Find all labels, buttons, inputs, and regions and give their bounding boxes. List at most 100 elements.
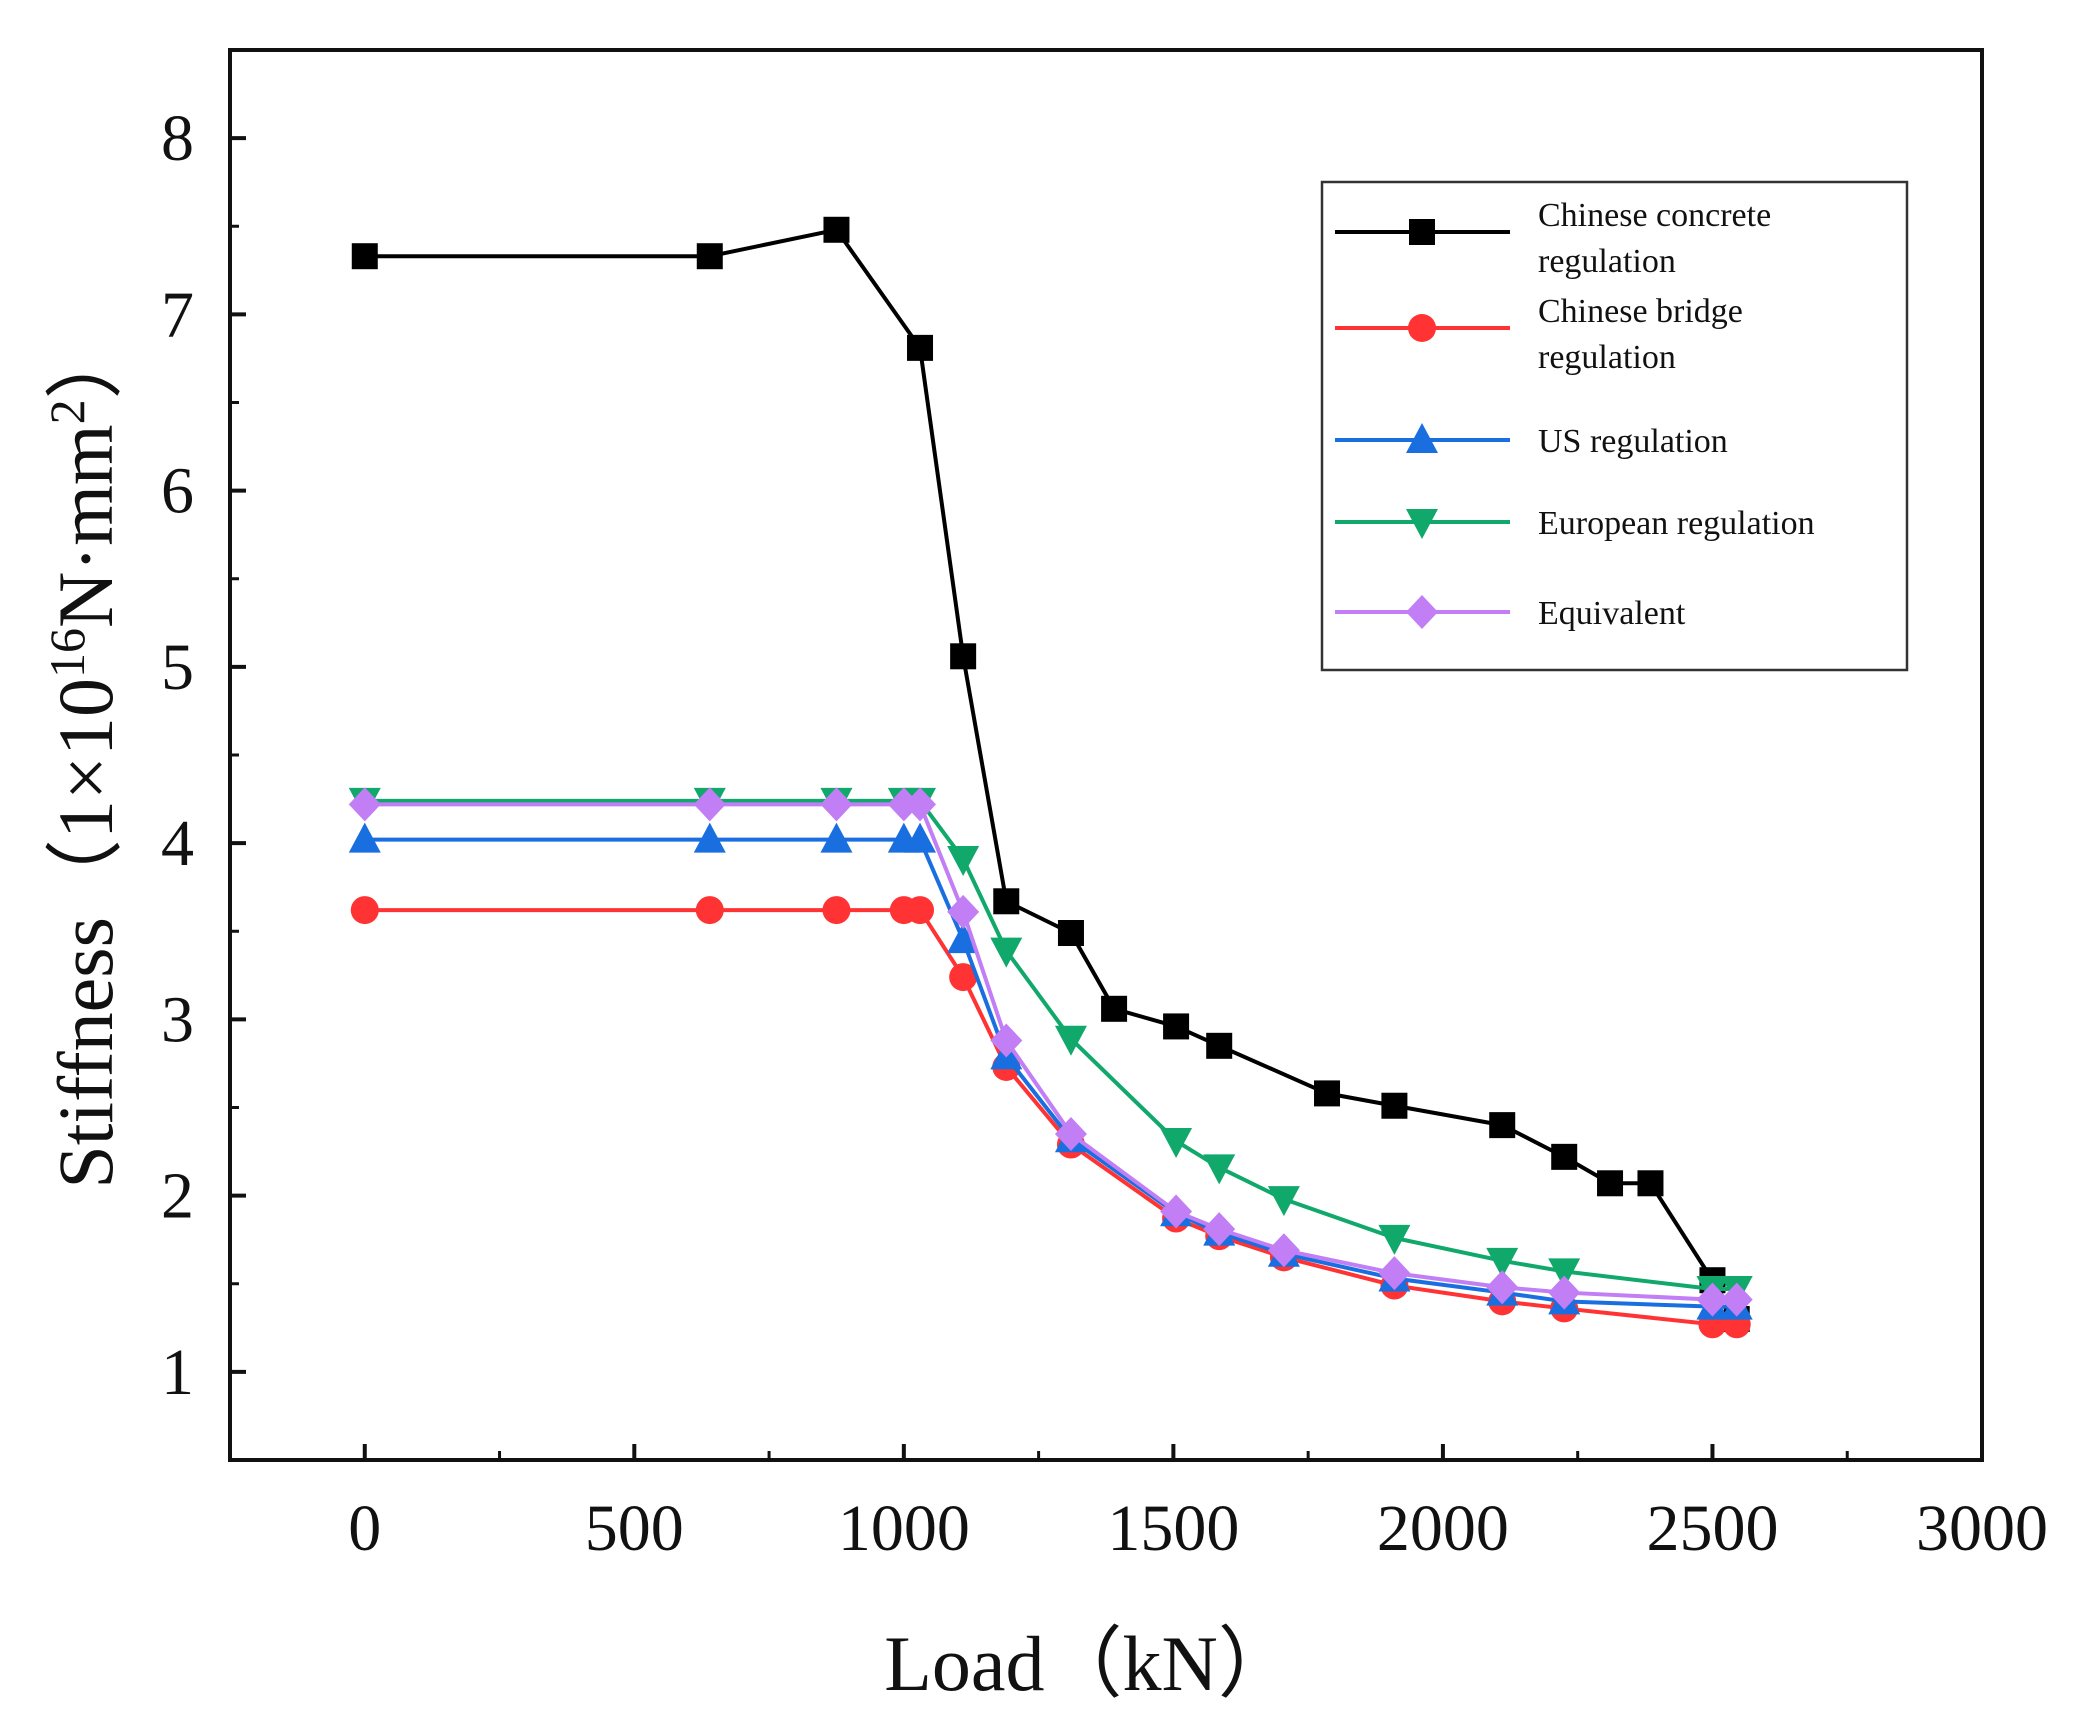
x-tick-label: 500 <box>585 1492 684 1565</box>
data-point-square <box>823 216 850 243</box>
legend-label: European regulation <box>1538 505 1815 542</box>
y-tick-label: 1 <box>161 1336 194 1409</box>
y-tick-label: 6 <box>161 455 194 528</box>
data-point-triangle-down <box>1160 1127 1193 1158</box>
data-point-triangle-up <box>947 923 980 954</box>
legend-entry: US regulation <box>1335 423 1728 460</box>
legend-marker-triangle-up <box>1406 423 1438 453</box>
series-line <box>364 798 1737 1292</box>
legend-entry: European regulation <box>1335 505 1815 542</box>
data-point-diamond <box>1486 1270 1519 1305</box>
data-point-square <box>950 643 977 670</box>
data-point-triangle-down <box>947 845 980 876</box>
legend-marker-square <box>1409 219 1435 245</box>
data-point-square <box>1206 1032 1233 1059</box>
data-point-diamond <box>947 894 980 929</box>
data-point-diamond <box>820 787 853 822</box>
data-point-square <box>351 243 378 270</box>
y-tick-label: 2 <box>161 1160 194 1233</box>
y-axis-title-prefix: Stiffness（1×10 <box>42 678 129 1189</box>
y-tick-label: 8 <box>161 102 194 175</box>
data-point-diamond <box>1696 1282 1729 1317</box>
x-axis-ticks: 0 500 1000 1500 2000 2500 3000 <box>348 1444 2048 1565</box>
series-line <box>364 837 1737 1309</box>
x-tick-label: 2500 <box>1646 1492 1778 1565</box>
data-point-triangle-up <box>348 822 381 853</box>
legend-entry: Equivalent <box>1335 595 1686 632</box>
legend-marker-diamond <box>1406 595 1438 629</box>
data-point-diamond <box>887 787 920 822</box>
x-tick-label: 3000 <box>1916 1492 2048 1565</box>
data-point-circle <box>695 896 724 925</box>
legend-box <box>1320 180 1909 672</box>
legend-label: regulation <box>1538 339 1676 376</box>
x-axis-title: Load（kN） <box>884 1620 1296 1707</box>
data-point-triangle-down <box>1267 1186 1300 1217</box>
legend-label: Chinese concrete <box>1538 197 1771 234</box>
data-point-square <box>907 334 934 361</box>
data-point-diamond <box>904 787 937 822</box>
data-point-triangle-down <box>1486 1247 1519 1278</box>
data-point-square <box>1637 1170 1664 1197</box>
data-point-triangle-up <box>820 822 853 853</box>
data-point-square <box>1551 1143 1578 1170</box>
series-line <box>364 908 1737 1327</box>
data-point-square <box>1489 1112 1516 1139</box>
x-tick-label: 1000 <box>838 1492 970 1565</box>
data-point-circle <box>949 963 978 992</box>
x-tick-label: 1500 <box>1107 1492 1239 1565</box>
y-tick-label: 5 <box>161 631 194 704</box>
legend-entry: Chinese bridge regulation <box>1335 293 1743 376</box>
series-diamond <box>348 787 1753 1317</box>
data-point-triangle-up <box>693 822 726 853</box>
y-tick-label: 7 <box>161 278 194 351</box>
legend-label: US regulation <box>1538 423 1728 460</box>
y-axis-ticks: 1 2 3 4 5 6 7 8 <box>161 102 246 1409</box>
legend-label: regulation <box>1538 243 1676 280</box>
data-point-diamond <box>1054 1116 1087 1151</box>
data-point-square <box>1314 1080 1341 1107</box>
data-point-diamond <box>1267 1233 1300 1268</box>
data-point-square <box>1101 995 1128 1022</box>
series-layer <box>348 216 1753 1339</box>
data-point-diamond <box>1548 1275 1581 1310</box>
data-point-square <box>1597 1170 1624 1197</box>
data-point-triangle-down <box>1203 1154 1236 1185</box>
x-tick-label: 2000 <box>1377 1492 1509 1565</box>
data-point-triangle-down <box>990 937 1023 968</box>
data-point-triangle-down <box>1378 1224 1411 1255</box>
legend-label: Chinese bridge <box>1538 293 1743 330</box>
data-point-diamond <box>348 787 381 822</box>
data-point-diamond <box>1203 1212 1236 1247</box>
y-axis-title-exponent: 16 <box>39 628 95 678</box>
data-point-triangle-down <box>1054 1025 1087 1056</box>
data-point-diamond <box>693 787 726 822</box>
data-point-square <box>1163 1013 1190 1040</box>
data-point-diamond <box>1720 1282 1753 1317</box>
y-tick-label: 4 <box>161 807 194 880</box>
series-square <box>351 216 1750 1332</box>
data-point-triangle-up <box>904 822 937 853</box>
y-axis-title-unit: N·mm <box>42 424 129 628</box>
legend-entry: Chinese concrete regulation <box>1335 197 1771 280</box>
legend-marker-circle <box>1408 314 1436 342</box>
series-line <box>364 802 1737 1302</box>
data-point-square <box>696 243 723 270</box>
y-axis-title: Stiffness（1×1016N·mm2） <box>39 321 129 1188</box>
y-tick-label: 3 <box>161 983 194 1056</box>
y-axis-title-suffix: ） <box>42 321 129 399</box>
data-point-square <box>993 888 1020 915</box>
data-point-diamond <box>1160 1194 1193 1229</box>
data-point-circle <box>350 896 379 925</box>
data-point-diamond <box>1378 1256 1411 1291</box>
legend-label: Equivalent <box>1538 595 1686 632</box>
data-point-diamond <box>990 1023 1023 1058</box>
data-point-square <box>1057 920 1084 947</box>
y-axis-title-unit-power: 2 <box>39 399 95 424</box>
data-point-triangle-down <box>1548 1258 1581 1289</box>
x-tick-label: 0 <box>348 1492 381 1565</box>
data-point-square <box>1381 1092 1408 1119</box>
data-point-circle <box>906 896 935 925</box>
